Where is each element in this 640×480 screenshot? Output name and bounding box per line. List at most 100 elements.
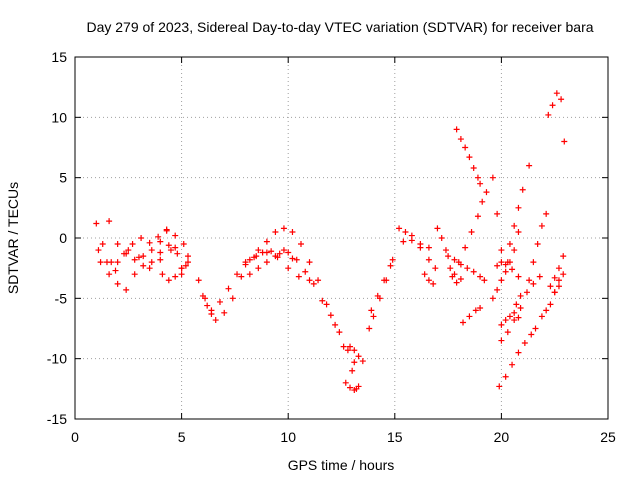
data-point [242,259,249,266]
data-point [502,261,509,268]
data-point [517,292,524,299]
data-point [538,222,545,229]
data-point [502,373,509,380]
data-point [449,273,456,280]
data-point [344,347,351,354]
data-point [246,256,253,263]
data-point [184,253,191,260]
data-point [474,213,481,220]
data-point [479,198,486,205]
data-point [498,259,505,266]
data-point [106,218,113,225]
data-point [445,253,452,260]
data-point [509,266,516,273]
data-point [389,256,396,263]
data-point [515,273,522,280]
data-point [368,307,375,314]
data-point [246,271,253,278]
data-point [504,329,511,336]
data-point [327,312,334,319]
data-point [204,302,211,309]
data-point [123,286,130,293]
data-point [417,241,424,248]
data-point [146,239,153,246]
data-point [280,247,287,254]
data-point [470,165,477,172]
data-point [425,244,432,251]
data-point [474,174,481,181]
data-point [285,265,292,272]
data-point [135,254,142,261]
y-tick-label: 5 [59,170,67,186]
data-point [178,265,185,272]
data-point [521,339,528,346]
y-tick-label: -5 [55,290,68,306]
chart-title: Day 279 of 2023, Sidereal Day-to-day VTE… [86,19,593,35]
data-point [408,232,415,239]
data-point [238,273,245,280]
data-point [526,162,533,169]
data-point [165,277,172,284]
data-point [519,186,526,193]
data-point [511,309,518,316]
data-point [494,210,501,217]
data-point [306,277,313,284]
data-point [457,136,464,143]
data-point [148,247,155,254]
x-tick-label: 10 [280,429,296,445]
data-point [451,256,458,263]
data-markers [93,90,568,394]
data-point [99,241,106,248]
data-point [165,242,172,249]
data-point [560,271,567,278]
data-point [545,111,552,118]
data-point [432,265,439,272]
data-point [466,313,473,320]
data-point [498,321,505,328]
data-point [157,249,164,256]
data-point [172,232,179,239]
data-point [466,154,473,161]
data-point [159,271,166,278]
data-point [534,241,541,248]
data-point [289,255,296,262]
data-point [555,265,562,272]
x-tick-label: 15 [387,429,403,445]
data-point [272,253,279,260]
data-point [315,277,322,284]
data-point [93,220,100,227]
y-tick-label: 0 [59,230,67,246]
data-point [509,361,516,368]
data-point [515,314,522,321]
data-point [155,233,162,240]
data-point [425,256,432,263]
data-point [146,265,153,272]
data-point [462,144,469,151]
data-point [496,383,503,390]
data-point [381,277,388,284]
data-point [167,247,174,254]
y-tick-label: 10 [51,109,67,125]
data-point [506,313,513,320]
data-point [129,241,136,248]
data-point [530,280,537,287]
data-point [332,321,339,328]
data-point [558,96,565,103]
data-point [538,313,545,320]
x-axis-ticks: 0 5 10 15 20 25 [71,57,616,445]
data-point [263,259,270,266]
data-point [489,295,496,302]
data-point [302,268,309,275]
data-point [442,247,449,254]
data-point [340,343,347,350]
data-point [125,247,132,254]
data-point [494,286,501,293]
data-point [114,280,121,287]
data-point [547,301,554,308]
data-point [460,319,467,326]
data-point [323,301,330,308]
data-point [293,256,300,263]
data-point [506,259,513,266]
y-tick-label: 15 [51,49,67,65]
